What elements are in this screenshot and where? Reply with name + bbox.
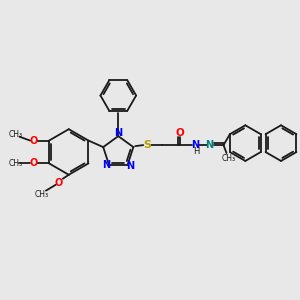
Text: CH₃: CH₃ [8,130,22,139]
Text: S: S [143,140,151,150]
Text: O: O [29,136,37,146]
Text: CH₃: CH₃ [8,159,22,168]
Text: N: N [114,128,122,138]
Text: O: O [55,178,63,188]
Text: CH₃: CH₃ [221,154,236,164]
Text: N: N [127,161,135,171]
Text: CH₃: CH₃ [35,190,49,199]
Text: O: O [29,158,37,168]
Text: N: N [102,160,110,170]
Text: O: O [176,128,184,138]
Text: N: N [206,140,214,150]
Text: H: H [194,146,200,155]
Text: N: N [191,140,199,150]
